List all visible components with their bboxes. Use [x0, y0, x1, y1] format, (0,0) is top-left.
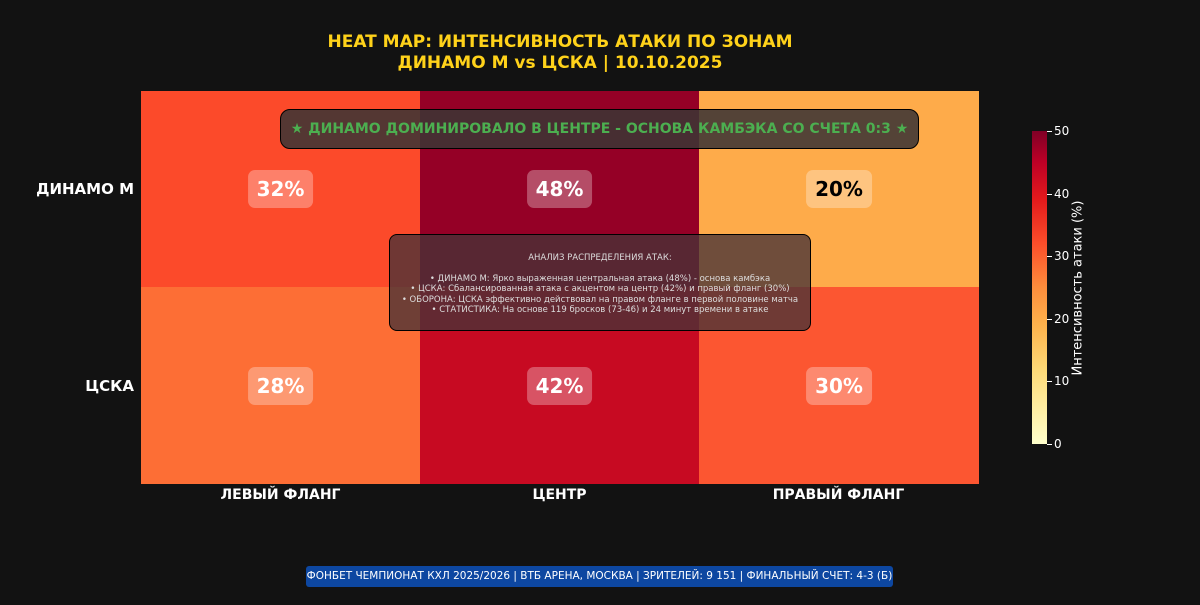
cell-value: 42%	[526, 366, 593, 405]
tick-mark	[1047, 194, 1052, 195]
tick-label: 50	[1054, 124, 1070, 138]
tick-label: 30	[1054, 249, 1070, 263]
tick-mark	[1047, 319, 1052, 320]
colorbar-label: Интенсивность атаки (%)	[1070, 200, 1086, 376]
tick-label: 0	[1054, 437, 1062, 451]
col-label-left: ЛЕВЫЙ ФЛАНГ	[220, 487, 341, 503]
cell-value: 28%	[247, 366, 314, 405]
cell-value: 32%	[247, 170, 314, 208]
chart-title: HEAT MAP: ИНТЕНСИВНОСТЬ АТАКИ ПО ЗОНАМ Д…	[0, 32, 1120, 74]
chart-title-line2: ДИНАМО М vs ЦСКА | 10.10.2025	[397, 53, 723, 73]
heatmap-cell-cska-left: 28%	[141, 287, 420, 484]
tick-label: 20	[1054, 312, 1070, 326]
analysis-line: • ОБОРОНА: ЦСКА эффективно действовал на…	[401, 294, 799, 305]
analysis-line: • ДИНАМО М: Ярко выраженная центральная …	[429, 273, 771, 284]
footer-info: ФОНБЕТ ЧЕМПИОНАТ КХЛ 2025/2026 | ВТБ АРЕ…	[306, 566, 893, 587]
tick-mark	[1047, 131, 1052, 132]
row-label-cska: ЦСКА	[85, 377, 134, 395]
row-label-dinamo: ДИНАМО М	[36, 180, 134, 198]
tick-label: 40	[1054, 187, 1070, 201]
tick-mark	[1047, 444, 1052, 445]
analysis-line: • СТАТИСТИКА: На основе 119 бросков (73-…	[431, 305, 769, 315]
tick-label: 10	[1054, 374, 1070, 388]
tick-mark	[1047, 381, 1052, 382]
col-label-right: ПРАВЫЙ ФЛАНГ	[772, 487, 905, 503]
highlight-banner: ★ ДИНАМО ДОМИНИРОВАЛО В ЦЕНТРЕ - ОСНОВА …	[280, 109, 919, 149]
analysis-box: АНАЛИЗ РАСПРЕДЕЛЕНИЯ АТАК: • ДИНАМО М: Я…	[389, 234, 811, 331]
colorbar	[1032, 131, 1047, 444]
cell-value: 30%	[806, 366, 872, 405]
cell-value: 48%	[526, 170, 593, 208]
cell-value: 20%	[806, 170, 872, 208]
chart-title-line1: HEAT MAP: ИНТЕНСИВНОСТЬ АТАКИ ПО ЗОНАМ	[327, 32, 793, 52]
tick-mark	[1047, 256, 1052, 257]
analysis-heading: АНАЛИЗ РАСПРЕДЕЛЕНИЯ АТАК:	[528, 253, 672, 263]
col-label-center: ЦЕНТР	[532, 487, 587, 503]
analysis-line: • ЦСКА: Сбалансированная атака с акценто…	[410, 284, 790, 294]
